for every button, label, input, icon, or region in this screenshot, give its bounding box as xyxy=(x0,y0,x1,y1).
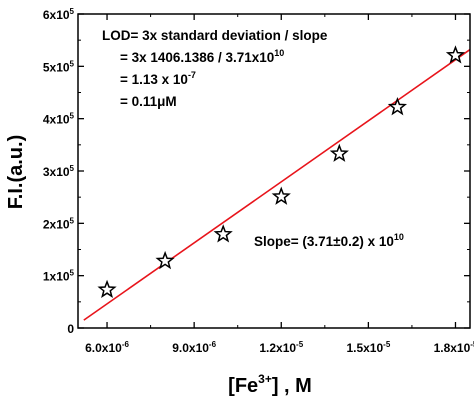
y-tick-label: 2x105 xyxy=(43,216,75,231)
lod-result-line: = 1.13 x 10-7 xyxy=(120,70,196,87)
x-axis-title: [Fe3+] , M xyxy=(228,372,312,397)
lod-result-text: = 1.13 x 10 xyxy=(120,72,188,87)
x-axis-title-base: [Fe xyxy=(228,375,258,397)
y-tick-label: 3x105 xyxy=(43,164,75,179)
slope-annotation: Slope= (3.71±0.2) x 1010 xyxy=(254,232,404,249)
y-tick-label: 1x105 xyxy=(43,269,75,284)
y-tick-label: 5x105 xyxy=(43,59,75,74)
slope-exponent: 10 xyxy=(394,232,404,242)
y-tick-label: 0 xyxy=(67,322,74,336)
lod-formula-line: LOD= 3x standard deviation / slope xyxy=(102,28,328,43)
x-tick-label: 1.5x10-5 xyxy=(346,340,390,355)
x-tick-label: 1.8x10-5 xyxy=(434,340,474,355)
y-tick-label: 6x105 xyxy=(43,7,75,22)
y-tick-label: 4x105 xyxy=(43,112,75,127)
slope-text: Slope= (3.71±0.2) x 10 xyxy=(254,234,394,249)
data-point-star-3 xyxy=(213,224,233,243)
x-tick-label: 6.0x10-6 xyxy=(85,340,129,355)
y-axis-title: F.I.(a.u.) xyxy=(5,135,27,209)
data-point-star-2 xyxy=(155,250,175,270)
data-point-star-5 xyxy=(329,143,349,162)
x-axis-title-superscript: 3+ xyxy=(258,372,272,386)
lod-result-exponent: -7 xyxy=(188,70,196,80)
data-point-star-1 xyxy=(97,279,117,298)
data-point-star-7 xyxy=(445,45,466,64)
x-axis-title-tail: ] , M xyxy=(272,375,312,397)
lod-calc-text: = 3x 1406.1386 / 3.71x10 xyxy=(120,50,274,65)
lod-calc-line: = 3x 1406.1386 / 3.71x1010 xyxy=(120,48,284,65)
data-point-star-4 xyxy=(271,186,291,205)
linear-fit-line xyxy=(83,48,471,321)
x-tick-label: 1.2x10-5 xyxy=(259,340,303,355)
data-point-star-6 xyxy=(387,97,408,116)
lod-micromolar-line: = 0.11μM xyxy=(120,94,177,109)
lod-calc-exponent: 10 xyxy=(274,48,284,58)
x-tick-label: 9.0x10-6 xyxy=(172,340,216,355)
